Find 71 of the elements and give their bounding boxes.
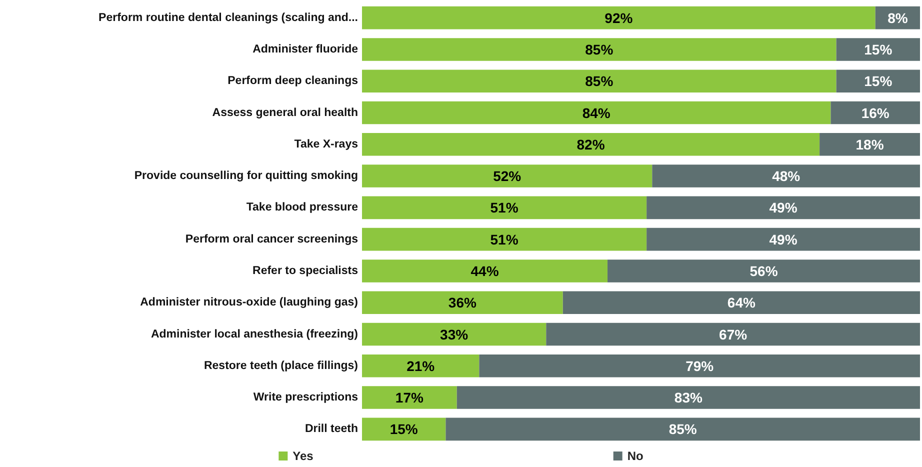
y-tick-label: Drill teeth [304, 423, 358, 436]
bar [836, 70, 920, 92]
data-label: 15% [864, 41, 893, 58]
bar [362, 354, 480, 378]
bar [646, 228, 920, 251]
data-label: 79% [686, 358, 714, 374]
data-label: 33% [440, 326, 469, 342]
bar [362, 133, 820, 156]
data-label: 51% [490, 231, 519, 248]
bar [836, 38, 920, 61]
data-label: 64% [727, 294, 756, 311]
y-tick-label: Write prescriptions [253, 392, 358, 404]
data-label: 18% [856, 136, 884, 152]
y-tick-label: Assess general oral health [212, 106, 358, 119]
bar [362, 260, 608, 282]
data-label: 49% [769, 231, 798, 248]
bar [446, 418, 920, 441]
data-label: 85% [585, 41, 614, 58]
bar [362, 101, 831, 124]
bar [820, 133, 920, 156]
bar [362, 228, 647, 251]
data-label: 36% [448, 294, 477, 311]
bar [362, 196, 647, 220]
bar [652, 164, 920, 188]
bar [456, 386, 920, 409]
bar [362, 164, 652, 188]
bar [479, 354, 920, 378]
y-tick-label: Refer to specialists [252, 264, 358, 277]
y-tick-label: Administer nitrous-oxide (laughing gas) [140, 296, 358, 309]
y-tick-label: Take X-rays [294, 138, 358, 150]
bar [646, 196, 920, 220]
bar [362, 386, 457, 409]
data-label: 48% [772, 168, 801, 184]
bar [362, 291, 563, 314]
data-label: 44% [470, 262, 500, 279]
data-label: 56% [750, 262, 778, 279]
bar [608, 260, 920, 282]
data-label: 15% [390, 421, 418, 438]
bar [362, 6, 876, 30]
data-label: 15% [864, 73, 893, 90]
data-label: 52% [493, 168, 522, 184]
data-label: 17% [395, 390, 424, 406]
bar [562, 291, 920, 314]
data-label: 84% [582, 104, 611, 121]
data-label: 51% [490, 200, 519, 216]
y-tick-label: Perform routine dental cleanings (scaling and... [98, 12, 358, 24]
data-label: 83% [674, 390, 703, 406]
data-label: 49% [769, 200, 798, 216]
y-tick-label: Take blood pressure [246, 202, 358, 214]
bar [362, 418, 446, 441]
y-tick-label: Administer fluoride [252, 43, 358, 56]
data-label: 92% [604, 10, 634, 26]
legend-label: Yes [292, 449, 314, 463]
data-label: 85% [585, 73, 614, 90]
bar [362, 70, 836, 92]
y-tick-label: Perform deep cleanings [228, 75, 358, 88]
y-tick-label: Perform oral cancer screenings [185, 233, 358, 246]
data-label: 21% [406, 358, 436, 374]
bar [362, 322, 546, 346]
y-tick-label: Restore teeth (place fillings) [204, 360, 358, 372]
bar [362, 38, 836, 61]
bar [830, 101, 920, 124]
legend-label: No [627, 449, 644, 463]
data-label: 16% [861, 104, 890, 121]
data-label: 85% [668, 421, 698, 438]
y-tick-label: Administer local anesthesia (freezing) [150, 328, 358, 340]
bar [546, 322, 920, 346]
data-label: 67% [719, 326, 748, 342]
y-tick-label: Provide counselling for quitting smoking [134, 170, 358, 182]
data-label: 82% [576, 136, 606, 152]
data-label: 8% [888, 10, 908, 26]
